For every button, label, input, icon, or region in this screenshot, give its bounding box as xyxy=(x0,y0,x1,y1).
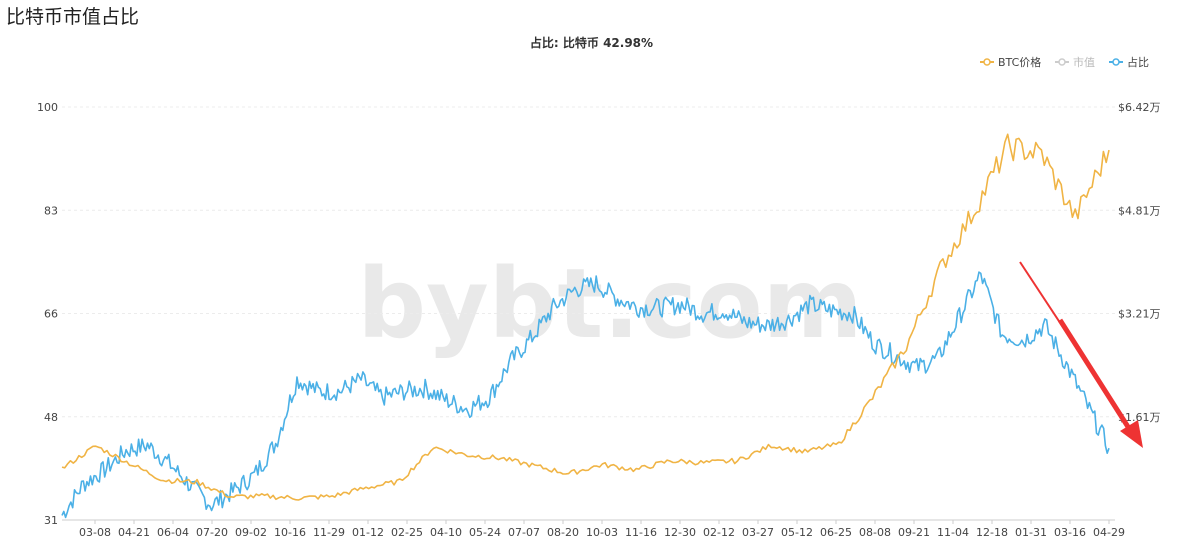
y-left-tick-label: 66 xyxy=(44,308,58,321)
y-left-tick-label: 31 xyxy=(44,514,58,527)
x-tick-label: 09-21 xyxy=(898,526,930,539)
x-tick-label: 11-29 xyxy=(313,526,345,539)
x-tick-label: 02-12 xyxy=(703,526,735,539)
legend-label: BTC价格 xyxy=(998,55,1041,69)
y-left-tick-label: 100 xyxy=(37,101,58,114)
legend-label: 市值 xyxy=(1073,55,1095,69)
x-tick-label: 07-20 xyxy=(196,526,228,539)
x-tick-label: 12-30 xyxy=(664,526,696,539)
x-tick-label: 04-10 xyxy=(430,526,462,539)
legend-marker xyxy=(983,58,991,66)
legend-marker xyxy=(1112,58,1120,66)
series-line-btc-price xyxy=(61,133,1110,501)
x-tick-label: 05-24 xyxy=(469,526,501,539)
y-right-tick-label: $1.61万 xyxy=(1118,411,1161,424)
y-right-tick-label: $4.81万 xyxy=(1118,204,1161,217)
x-tick-label: 08-08 xyxy=(859,526,891,539)
series-lines xyxy=(61,133,1110,519)
x-tick-label: 09-02 xyxy=(235,526,267,539)
legend-item[interactable]: BTC价格 xyxy=(980,55,1041,69)
trend-arrow-head xyxy=(1120,420,1143,448)
series-line-dominance xyxy=(61,271,1110,519)
x-tick-label: 06-25 xyxy=(820,526,852,539)
grid-lines xyxy=(62,106,1115,418)
trend-arrow xyxy=(1019,261,1143,448)
axes: 31 48 $1.61万 66 $3.21万 83 $4.81万 100 $6.42万 03-08… xyxy=(37,101,1161,539)
x-tick-label: 07-07 xyxy=(508,526,540,539)
x-tick-label: 01-31 xyxy=(1015,526,1047,539)
trend-arrow-body xyxy=(1057,318,1133,432)
x-tick-label: 01-12 xyxy=(352,526,384,539)
y-left-tick-label: 83 xyxy=(44,204,58,217)
y-left-tick-label: 48 xyxy=(44,411,58,424)
x-tick-label: 04-29 xyxy=(1093,526,1125,539)
x-tick-label: 10-16 xyxy=(274,526,306,539)
y-right-tick-label: $3.21万 xyxy=(1118,308,1161,321)
x-tick-label: 10-03 xyxy=(586,526,618,539)
watermark: bybt.com xyxy=(357,248,862,360)
x-tick-label: 03-16 xyxy=(1054,526,1086,539)
legend-label: 占比 xyxy=(1127,55,1149,69)
x-tick-label: 06-04 xyxy=(157,526,189,539)
x-tick-label: 08-20 xyxy=(547,526,579,539)
x-tick-label: 02-25 xyxy=(391,526,423,539)
x-tick-label: 11-16 xyxy=(625,526,657,539)
x-tick-label: 11-04 xyxy=(937,526,969,539)
x-tick-label: 03-08 xyxy=(79,526,111,539)
y-right-tick-label: $6.42万 xyxy=(1118,101,1161,114)
legend[interactable]: BTC价格 市值 占比 xyxy=(980,55,1149,69)
x-tick-label: 03-27 xyxy=(742,526,774,539)
page-title: 比特币市值占比 xyxy=(6,6,140,28)
legend-item[interactable]: 市值 xyxy=(1055,55,1095,69)
legend-item[interactable]: 占比 xyxy=(1109,55,1149,69)
chart-title: 占比: 比特币 42.98% xyxy=(529,36,654,50)
x-tick-label: 05-12 xyxy=(781,526,813,539)
legend-marker xyxy=(1058,58,1066,66)
x-tick-label: 04-21 xyxy=(118,526,150,539)
x-tick-label: 12-18 xyxy=(976,526,1008,539)
